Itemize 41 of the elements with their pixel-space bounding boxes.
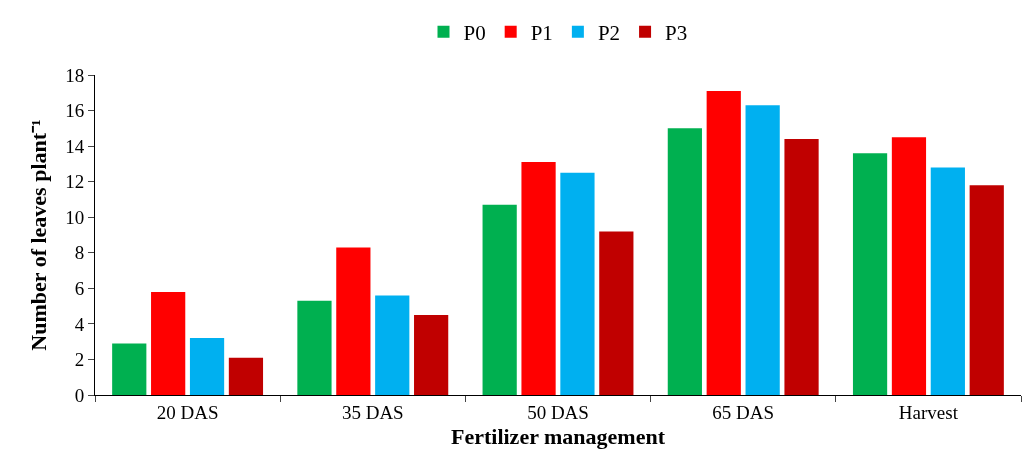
bar	[112, 343, 147, 395]
legend-label: P0	[463, 20, 486, 45]
bar	[189, 338, 225, 395]
bar	[930, 167, 965, 395]
x-tick-label: 50 DAS	[527, 401, 589, 423]
bar	[667, 128, 702, 395]
bar	[745, 105, 780, 395]
legend-label: P2	[597, 20, 621, 45]
x-tick-label: Harvest	[898, 401, 959, 423]
bar	[521, 162, 556, 395]
legend-label: P1	[530, 20, 553, 45]
y-tick-label: 12	[65, 171, 85, 193]
x-tick-label: 20 DAS	[156, 401, 219, 423]
y-tick-label: 16	[65, 100, 85, 122]
bar	[599, 231, 634, 395]
bar	[969, 185, 1004, 395]
y-tick-label: 8	[74, 242, 85, 264]
bar	[336, 247, 371, 395]
bar	[228, 357, 264, 395]
y-tick-label: 0	[74, 384, 85, 406]
x-axis-title: Fertilizer management	[450, 423, 666, 449]
y-tick-label: 4	[74, 313, 85, 335]
bar	[151, 291, 186, 395]
y-tick-label: 2	[74, 349, 85, 371]
bar	[784, 139, 819, 395]
y-tick-label: 6	[74, 277, 85, 299]
legend-label: P3	[665, 20, 688, 45]
bar	[891, 137, 927, 395]
y-tick-label: 10	[65, 206, 85, 228]
y-axis-title: Number of leaves plant⁻¹	[26, 119, 51, 351]
x-tick-label: 35 DAS	[341, 401, 404, 423]
bar	[375, 295, 410, 395]
y-tick-label: 14	[65, 135, 85, 157]
bar	[706, 91, 741, 395]
y-tick-label: 18	[65, 64, 85, 86]
bar	[414, 315, 449, 395]
x-tick-label: 65 DAS	[712, 401, 775, 423]
bar	[482, 204, 517, 395]
bar	[560, 172, 595, 395]
bar	[297, 300, 332, 395]
bar	[852, 153, 888, 395]
